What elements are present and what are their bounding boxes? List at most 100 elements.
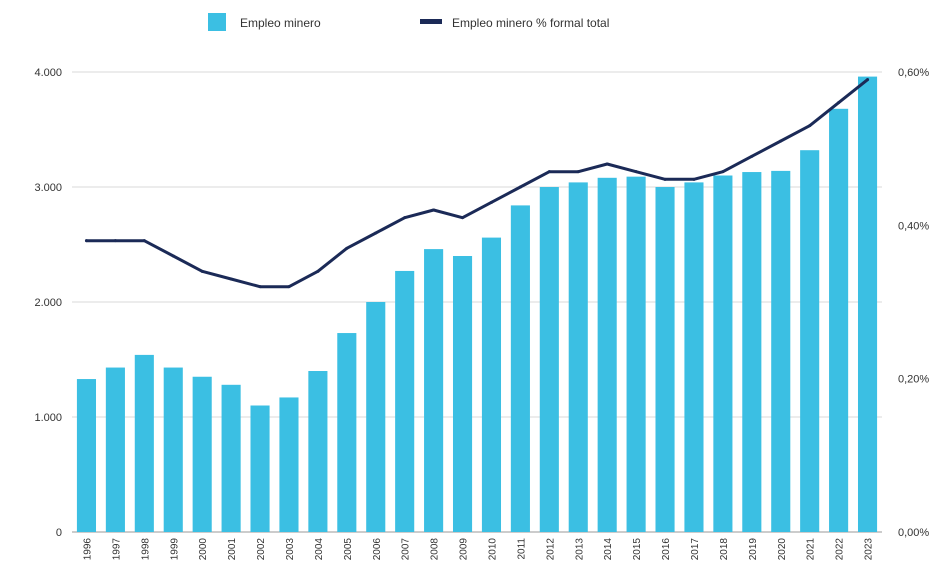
x-tick-label: 2003: [285, 538, 296, 561]
x-tick-label: 2023: [864, 538, 875, 561]
y-left-tick-label: 3.000: [34, 182, 62, 194]
line-layer: [84, 78, 870, 289]
line-point-2000: [200, 269, 204, 273]
line-point-2011: [518, 185, 522, 189]
bar-2023: [857, 76, 878, 532]
legend-swatch-empleo-minero: [208, 13, 226, 31]
y-right-tick-label: 0,00%: [898, 527, 929, 539]
bar-2022: [829, 108, 849, 533]
line-point-1997: [113, 239, 117, 243]
bar-2017: [684, 182, 704, 532]
legend: Empleo minero Empleo minero % formal tot…: [208, 13, 609, 31]
bar-1998: [134, 354, 154, 532]
line-point-2012: [547, 170, 551, 174]
line-point-2010: [489, 200, 493, 204]
x-tick-label: 2016: [661, 538, 672, 561]
x-tick-label: 2009: [459, 538, 470, 561]
bar-2000: [192, 376, 212, 532]
bar-2019: [742, 172, 762, 533]
line-point-1998: [142, 239, 146, 243]
bar-1999: [163, 367, 183, 532]
x-tick-label: 2005: [343, 538, 354, 561]
x-tick-label: 2017: [690, 538, 701, 561]
x-tick-label: 1997: [111, 538, 122, 561]
line-point-1996: [84, 239, 88, 243]
line-point-2006: [374, 231, 378, 235]
bar-2008: [424, 249, 444, 532]
bar-1997: [105, 367, 125, 532]
x-tick-label: 2002: [256, 538, 267, 561]
y-right-tick-label: 0,60%: [898, 67, 929, 79]
y-left-tick-label: 0: [56, 527, 62, 539]
bar-2003: [279, 397, 299, 532]
x-tick-label: 2018: [719, 538, 730, 561]
line-point-2022: [837, 101, 841, 105]
x-tick-label: 2020: [777, 538, 788, 561]
line-point-1999: [171, 254, 175, 258]
line-point-2016: [663, 177, 667, 181]
x-tick-label: 1996: [82, 538, 93, 561]
line-point-2014: [605, 162, 609, 166]
y-right-axis: 0,00% 0,20% 0,40% 0,60%: [898, 67, 929, 539]
line-point-2007: [403, 216, 407, 220]
x-tick-label: 2011: [516, 538, 527, 560]
x-tick-label: 2013: [574, 538, 585, 561]
bar-2018: [713, 175, 733, 532]
bar-2006: [366, 302, 386, 532]
bar-2004: [308, 371, 328, 532]
legend-swatch-empleo-minero-pct: [420, 19, 442, 24]
x-tick-label: 2019: [748, 538, 759, 561]
bar-2021: [800, 150, 820, 532]
line-point-2002: [258, 285, 262, 289]
x-axis: 1996 1997 1998 1999 2000 2001 2002 2003 2004 2005…: [82, 538, 874, 561]
x-tick-label: 1998: [140, 538, 151, 561]
x-tick-label: 2007: [401, 538, 412, 561]
bar-2005: [337, 333, 357, 532]
bar-2016: [655, 187, 675, 532]
line-point-2008: [432, 208, 436, 212]
x-tick-label: 2001: [227, 538, 238, 561]
bars: [76, 76, 878, 533]
legend-label-empleo-minero: Empleo minero: [240, 16, 321, 30]
bar-2001: [221, 384, 241, 532]
y-right-tick-label: 0,40%: [898, 220, 929, 232]
bar-1996: [76, 379, 97, 532]
bar-2007: [395, 270, 415, 532]
line-point-2009: [461, 216, 465, 220]
x-tick-label: 2004: [314, 538, 325, 561]
line-point-2005: [345, 246, 349, 250]
x-tick-label: 1999: [169, 538, 180, 561]
x-tick-label: 2008: [430, 538, 441, 561]
bar-2013: [568, 182, 588, 532]
line-point-2001: [229, 277, 233, 281]
x-tick-label: 2021: [806, 538, 817, 561]
x-tick-label: 2006: [372, 538, 383, 561]
x-tick-label: 2022: [835, 538, 846, 561]
line-point-2015: [634, 170, 638, 174]
bar-2010: [481, 237, 502, 532]
bar-2002: [250, 405, 270, 532]
y-left-tick-label: 2.000: [34, 297, 62, 309]
x-tick-label: 2014: [603, 538, 614, 561]
bar-2009: [452, 256, 473, 532]
line-point-2021: [808, 124, 812, 128]
x-tick-label: 2000: [198, 538, 209, 561]
y-left-tick-label: 4.000: [34, 67, 62, 79]
line-point-2020: [779, 139, 783, 143]
line-point-2019: [750, 154, 754, 158]
x-tick-label: 2010: [487, 538, 498, 561]
line-point-2018: [721, 170, 725, 174]
bar-2020: [771, 170, 791, 532]
y-right-tick-label: 0,20%: [898, 374, 929, 386]
y-left-axis: 0 1.000 2.000 3.000 4.000: [34, 67, 62, 539]
x-tick-label: 2012: [545, 538, 556, 561]
bar-2012: [539, 187, 559, 532]
legend-label-empleo-minero-pct: Empleo minero % formal total: [452, 16, 609, 30]
bar-2015: [626, 176, 646, 532]
line-point-2004: [316, 269, 320, 273]
line-empleo-minero-pct: [85, 78, 869, 289]
line-point-2023: [866, 78, 870, 82]
x-tick-label: 2015: [632, 538, 643, 561]
bar-2014: [597, 177, 617, 533]
